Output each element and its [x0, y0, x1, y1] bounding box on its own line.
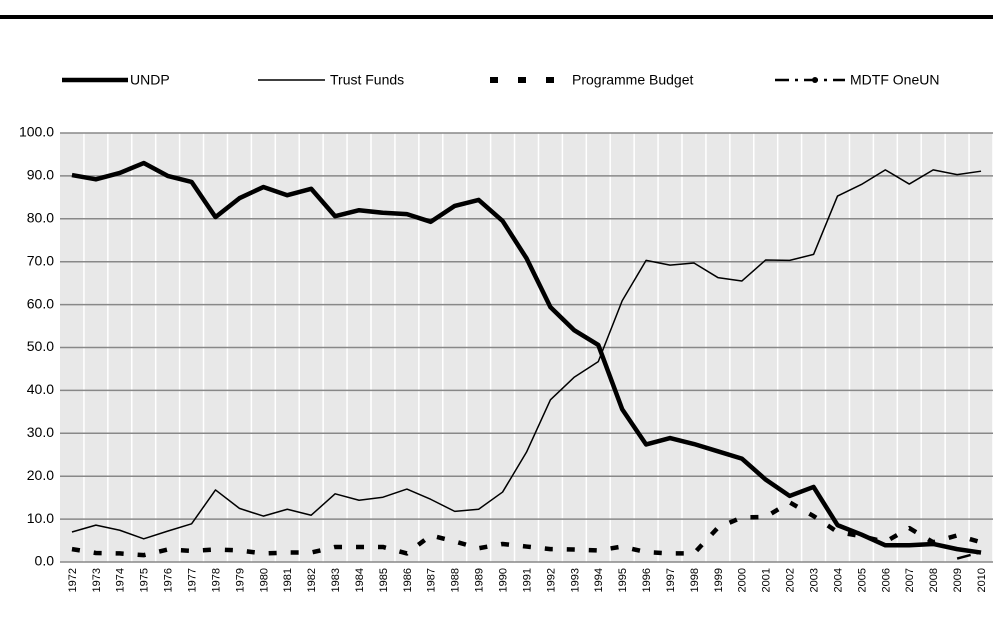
x-tick-label: 1982 — [306, 568, 318, 592]
x-tick-label: 1997 — [665, 568, 677, 592]
x-tick-label: 2010 — [976, 568, 988, 592]
x-tick-label: 2003 — [808, 568, 820, 592]
x-tick-label: 1976 — [163, 568, 175, 592]
x-tick-label: 2004 — [832, 568, 844, 592]
y-tick-label: 0.0 — [35, 553, 55, 569]
x-tick-label: 1988 — [450, 568, 462, 592]
x-tick-label: 1979 — [234, 568, 246, 592]
y-tick-label: 50.0 — [27, 338, 54, 354]
legend-label: MDTF OneUN — [850, 72, 939, 88]
series-line — [956, 550, 982, 560]
x-tick-label: 2002 — [785, 568, 797, 592]
x-tick-label: 1978 — [210, 568, 222, 592]
y-tick-label: 90.0 — [27, 167, 54, 183]
x-tick-label: 1996 — [641, 568, 653, 592]
x-tick-label: 1993 — [569, 568, 581, 592]
x-tick-label: 1991 — [521, 568, 533, 592]
x-tick-label: 1972 — [67, 568, 79, 592]
x-tick-label: 1989 — [474, 568, 486, 592]
series-line — [71, 160, 982, 555]
x-tick-label: 1986 — [402, 568, 414, 592]
x-tick-label: 1990 — [497, 568, 509, 592]
x-tick-label: 1994 — [593, 568, 605, 592]
y-tick-label: 60.0 — [27, 295, 54, 311]
x-tick-label: 1985 — [378, 568, 390, 592]
x-tick-label: 1983 — [330, 568, 342, 592]
x-tick-label: 1992 — [545, 568, 557, 592]
x-tick-label: 1987 — [426, 568, 438, 592]
x-tick-label: 2006 — [880, 568, 892, 592]
legend-marker — [812, 77, 818, 83]
legend-label: UNDP — [130, 72, 170, 88]
legend-label: Programme Budget — [572, 72, 694, 88]
x-tick-label: 2009 — [952, 568, 964, 592]
legend-label: Trust Funds — [330, 72, 404, 88]
x-tick-label: 2000 — [737, 568, 749, 592]
series-line — [71, 169, 982, 540]
y-tick-label: 100.0 — [19, 124, 54, 140]
x-tick-label: 2008 — [928, 568, 940, 592]
x-tick-label: 1980 — [258, 568, 270, 592]
x-tick-label: 2005 — [856, 568, 868, 592]
y-tick-label: 80.0 — [27, 210, 54, 226]
legend: UNDP Trust Funds Programme Budget MDTF O… — [62, 72, 939, 88]
series-line — [71, 500, 982, 558]
y-tick-label: 70.0 — [27, 252, 54, 268]
x-tick-label: 1974 — [115, 568, 127, 592]
y-tick-label: 40.0 — [27, 381, 54, 397]
x-tick-label: 2007 — [904, 568, 916, 592]
x-tick-label: 1999 — [713, 568, 725, 592]
x-tick-label: 2001 — [761, 568, 773, 592]
y-tick-label: 30.0 — [27, 424, 54, 440]
x-tick-label: 1984 — [354, 568, 366, 592]
plot-lines — [71, 160, 982, 560]
x-tick-label: 1973 — [91, 568, 103, 592]
y-tick-label: 20.0 — [27, 467, 54, 483]
x-tick-label: 1977 — [186, 568, 198, 592]
y-tick-label: 10.0 — [27, 510, 54, 526]
x-tick-label: 1998 — [689, 568, 701, 592]
x-tick-label: 1981 — [282, 568, 294, 592]
x-tick-label: 1975 — [139, 568, 151, 592]
x-tick-label: 1995 — [617, 568, 629, 592]
